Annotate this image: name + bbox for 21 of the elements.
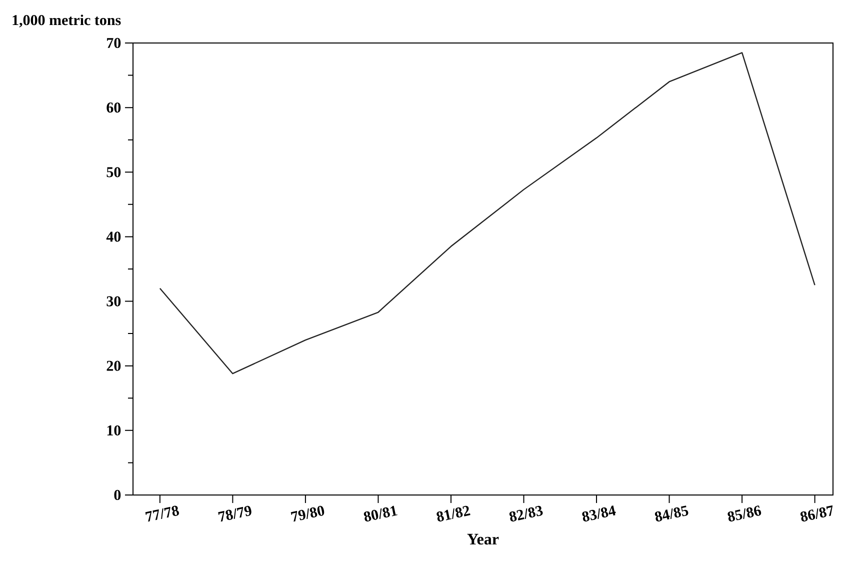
x-tick-label: 78/79: [218, 506, 252, 522]
x-tick-label: 77/78: [145, 506, 179, 522]
y-tick-label: 30: [106, 296, 121, 306]
line-series: [159, 52, 816, 374]
x-tick-label: 80/81: [364, 506, 398, 522]
x-tick-label: 85/86: [728, 506, 762, 522]
x-tick-label: 82/83: [509, 506, 543, 522]
y-tick-label: 0: [114, 490, 121, 500]
x-tick-label: 83/84: [582, 506, 616, 522]
y-axis-title: 1,000 metric tons: [12, 14, 121, 28]
x-tick-label: 86/87: [800, 505, 833, 522]
y-tick-label: 70: [107, 38, 121, 48]
y-tick-label: 50: [106, 167, 121, 178]
y-tick-label: 10: [107, 425, 121, 436]
x-tick-label: 81/82: [436, 506, 470, 522]
x-tick-label: 79/80: [290, 506, 324, 522]
y-tick-label: 20: [106, 360, 121, 371]
x-tick-label: 84/85: [654, 506, 688, 522]
y-tick-label: 40: [106, 232, 121, 242]
x-axis-title: Year: [467, 534, 499, 545]
y-tick-label: 60: [106, 102, 121, 113]
